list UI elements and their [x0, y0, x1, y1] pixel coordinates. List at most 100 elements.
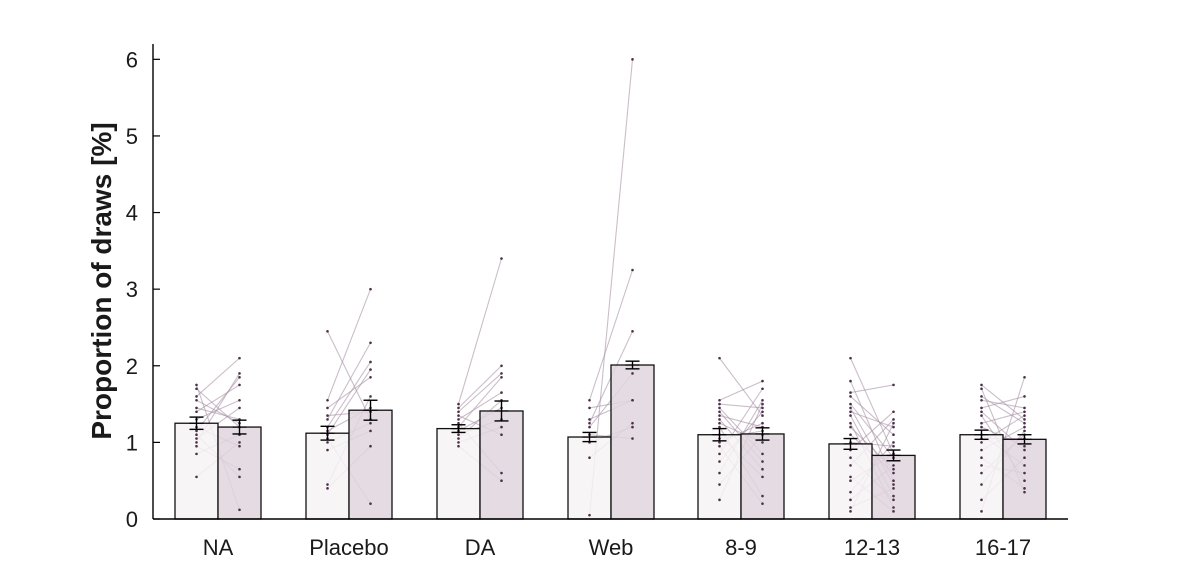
paired-line — [196, 376, 240, 432]
data-point — [1023, 471, 1026, 475]
data-point — [849, 510, 852, 513]
data-point — [457, 441, 460, 444]
x-tick-label-8-9: 8-9 — [725, 535, 757, 560]
data-point — [631, 268, 634, 272]
data-point — [631, 372, 634, 375]
data-point — [500, 425, 503, 429]
data-point — [718, 483, 721, 486]
data-point — [980, 395, 983, 398]
data-point — [1023, 395, 1026, 398]
data-point — [718, 421, 721, 425]
data-point — [849, 379, 852, 383]
data-point — [1023, 406, 1026, 410]
data-point — [238, 467, 241, 471]
data-point — [892, 421, 895, 425]
x-tick-label-16-17: 16-17 — [975, 535, 1031, 560]
error-bars-layer — [189, 360, 1032, 462]
y-tick-label: 6 — [126, 47, 138, 72]
data-point — [238, 508, 241, 512]
data-point — [980, 410, 983, 414]
y-tick-label: 0 — [126, 507, 138, 532]
data-point — [892, 383, 895, 387]
data-point — [849, 406, 852, 410]
data-point — [1023, 487, 1026, 490]
data-point — [761, 414, 764, 417]
data-point — [369, 287, 372, 291]
data-point — [761, 387, 764, 391]
data-point — [500, 391, 503, 394]
data-point — [631, 58, 634, 61]
paired-line — [327, 376, 371, 409]
y-tick-label: 2 — [126, 354, 138, 379]
paired-line — [327, 331, 371, 420]
data-point — [195, 398, 198, 402]
paired-line — [849, 357, 895, 455]
data-point — [849, 498, 852, 502]
data-point — [718, 444, 721, 448]
data-point — [849, 395, 852, 398]
bar-16-17-left — [959, 434, 1004, 520]
data-point — [457, 402, 460, 406]
data-point — [588, 406, 591, 410]
paired-line — [458, 392, 502, 420]
data-point — [718, 425, 721, 429]
data-point — [1023, 464, 1026, 467]
data-point — [980, 483, 983, 486]
data-point — [892, 467, 895, 471]
data-point — [238, 372, 241, 375]
bar-placebo-right — [348, 409, 393, 520]
data-point — [980, 441, 983, 444]
data-point — [369, 368, 372, 371]
data-point — [326, 483, 329, 486]
paired-line — [196, 357, 240, 397]
x-tick-label-da: DA — [465, 535, 496, 560]
data-point — [761, 410, 764, 414]
data-point — [457, 406, 460, 410]
paired-line — [850, 396, 894, 436]
data-point — [195, 452, 198, 456]
data-point — [718, 441, 721, 444]
data-point — [1023, 490, 1026, 494]
data-point — [369, 341, 372, 345]
data-point — [718, 471, 721, 475]
paired-line — [981, 395, 1025, 409]
data-point — [195, 410, 198, 414]
data-point — [588, 513, 591, 517]
x-tick-label-placebo: Placebo — [309, 535, 389, 560]
data-point — [892, 464, 895, 467]
data-point — [718, 406, 721, 410]
data-point — [849, 410, 852, 414]
data-point — [718, 356, 721, 360]
data-point — [195, 383, 198, 387]
y-tick-label: 3 — [126, 277, 138, 302]
data-point — [761, 406, 764, 410]
data-point — [980, 510, 983, 513]
paired-line — [850, 411, 894, 428]
data-point — [588, 425, 591, 429]
data-point — [849, 425, 852, 429]
data-point — [195, 387, 198, 391]
data-point — [326, 406, 329, 410]
data-point — [849, 421, 852, 425]
data-point — [1023, 421, 1026, 425]
data-point — [892, 494, 895, 498]
data-point — [500, 433, 503, 437]
data-point — [326, 487, 329, 490]
paired-line — [719, 357, 763, 416]
paired-line — [196, 399, 240, 420]
data-point — [892, 418, 895, 421]
data-point — [369, 444, 372, 448]
data-point — [761, 502, 764, 505]
data-point — [980, 387, 983, 391]
data-point — [1023, 418, 1026, 421]
data-point — [1023, 479, 1026, 482]
data-point — [195, 444, 198, 448]
data-point — [892, 471, 895, 475]
data-point — [892, 441, 895, 444]
data-point — [892, 433, 895, 437]
data-point — [1023, 414, 1026, 417]
x-tick-label-web: Web — [589, 535, 634, 560]
data-point — [849, 464, 852, 467]
data-point — [326, 329, 329, 333]
